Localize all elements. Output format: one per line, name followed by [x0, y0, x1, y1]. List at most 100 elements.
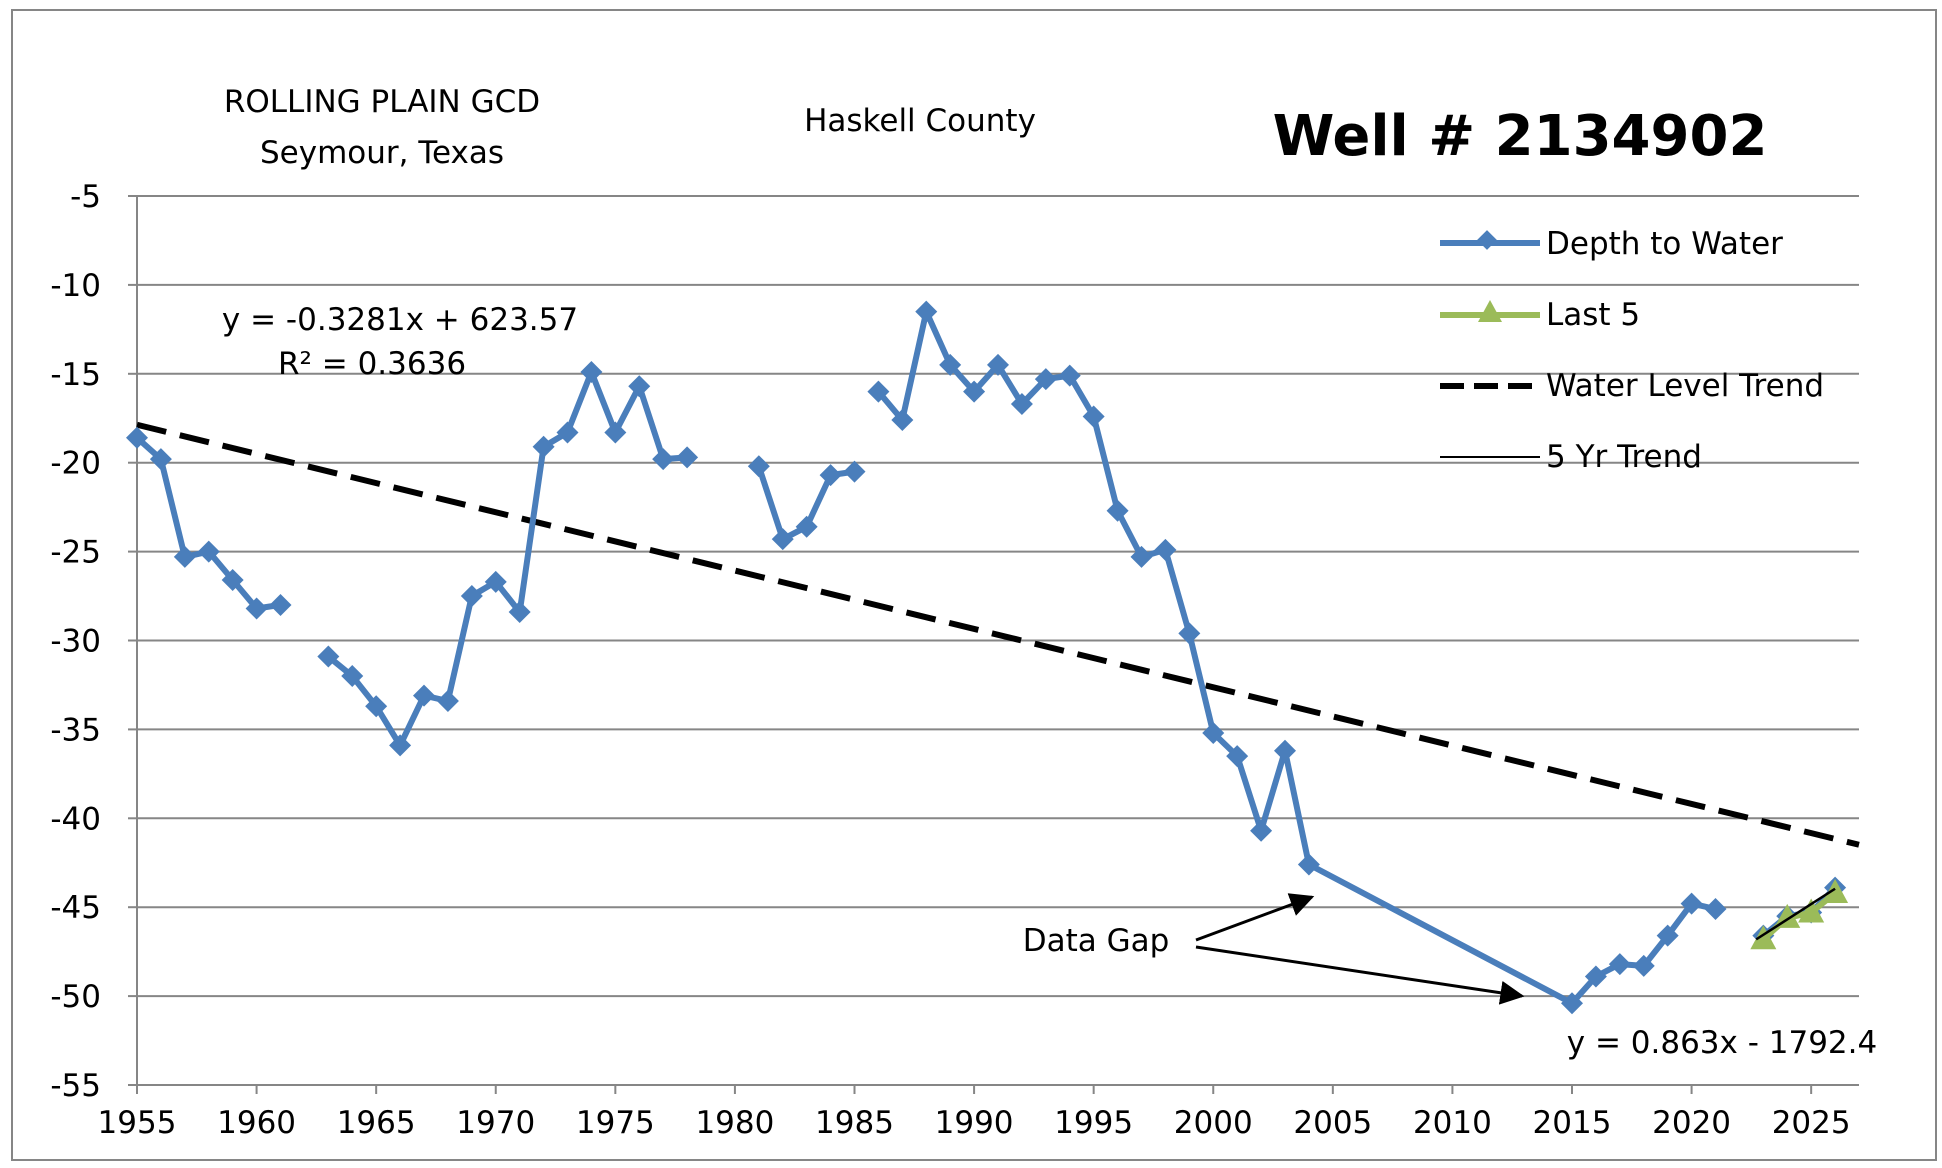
x-tick-label: 1980 [695, 1105, 774, 1141]
depth-point [939, 353, 962, 376]
legend-label-last-5: Last 5 [1546, 297, 1640, 333]
depth-point [1656, 924, 1679, 947]
legend-marker-triangle [1478, 300, 1502, 322]
depth-point [628, 375, 651, 398]
data-gap-arrow-start [1195, 893, 1315, 942]
x-tick-label: 2005 [1293, 1105, 1372, 1141]
depth-point [1274, 739, 1296, 762]
data-gap-arrow-end [1195, 945, 1525, 1005]
depth-point [963, 380, 986, 403]
depth-point [1130, 545, 1153, 568]
y-tick-label: -30 [50, 624, 101, 660]
legend-item-5-yr-trend: 5 Yr Trend [1440, 439, 1702, 475]
depth-point [1297, 853, 1320, 876]
x-tick-label: 2025 [1772, 1105, 1851, 1141]
depth-point [1226, 745, 1249, 768]
depth-point [1250, 819, 1273, 842]
legend-label-water-level-trend: Water Level Trend [1546, 368, 1824, 404]
depth-point [676, 446, 699, 469]
depth-point [1058, 364, 1081, 387]
depth-point [317, 645, 340, 668]
legend-item-water-level-trend: Water Level Trend [1440, 368, 1824, 404]
org-name: ROLLING PLAIN GCD [224, 84, 540, 120]
depth-point [221, 569, 244, 592]
depth-point [1010, 393, 1033, 416]
depth-point [1082, 405, 1105, 428]
axes [136, 196, 1859, 1094]
chart-border [11, 9, 1937, 1161]
x-tick-label: 1985 [815, 1105, 894, 1141]
x-tick-label: 1990 [935, 1105, 1014, 1141]
y-tick-labels: -5 -10 -15 -20 -25 -30 -35 -40 -45 -50 -55 [50, 179, 101, 1104]
depth-point [843, 460, 866, 483]
x-tick-label: 2000 [1174, 1105, 1253, 1141]
depth-point [771, 528, 794, 551]
y-tick-label: -5 [70, 179, 101, 215]
trend-equation: y = -0.3281x + 623.57 [222, 302, 578, 338]
x-tick-label: 1970 [456, 1105, 535, 1141]
legend-label-5-yr-trend: 5 Yr Trend [1546, 439, 1702, 475]
depth-point [532, 435, 555, 458]
x-tick-labels: 1955 1960 1965 1970 1975 1980 1985 1990 1995 2000… [98, 1105, 1851, 1141]
y-tick-label: -55 [50, 1068, 101, 1104]
x-tick-label: 2015 [1533, 1105, 1612, 1141]
last5-point [1822, 878, 1849, 903]
trend-r2: R² = 0.3636 [278, 346, 466, 382]
trend-lines [136, 421, 1860, 848]
depth-point [819, 464, 842, 487]
y-tick-label: -50 [50, 979, 101, 1015]
legend-item-last-5: Last 5 [1440, 297, 1640, 333]
x-tick-label: 1960 [217, 1105, 296, 1141]
last5-point [1750, 925, 1777, 950]
depth-point [341, 665, 364, 688]
depth-point [987, 353, 1009, 376]
y-tick-label: -40 [50, 801, 101, 837]
data-gap-label: Data Gap [1023, 923, 1170, 959]
depth-point [1178, 622, 1201, 645]
depth-point [1154, 538, 1177, 561]
last5-point [1798, 898, 1825, 923]
depth-point [1632, 954, 1655, 977]
y-tick-label: -25 [50, 535, 101, 571]
depth-point [1561, 992, 1583, 1015]
depth-point [149, 448, 172, 471]
depth-point [604, 421, 627, 444]
depth-point [484, 570, 507, 593]
y-tick-label: -20 [50, 446, 101, 482]
depth-point [436, 689, 459, 712]
depth-point [269, 593, 292, 616]
depth-point [556, 421, 579, 444]
depth-point [1608, 953, 1631, 976]
last5-series [1750, 878, 1849, 950]
y-tick-label: -15 [50, 357, 101, 393]
county-label: Haskell County [804, 103, 1036, 139]
depth-point [1584, 965, 1607, 988]
water-level-trend-line [136, 421, 1860, 848]
depth-point [1106, 499, 1129, 522]
depth-point [795, 515, 818, 538]
depth-point [508, 601, 531, 624]
depth-point [126, 426, 148, 449]
well-title: Well # 2134902 [1273, 104, 1768, 169]
depth-point [173, 545, 196, 568]
y-tick-label: -35 [50, 712, 101, 748]
org-location: Seymour, Texas [260, 135, 504, 171]
y-tick-label: -10 [50, 268, 101, 304]
legend-label-depth-to-water: Depth to Water [1546, 226, 1783, 262]
y-tick-label: -45 [50, 890, 101, 926]
x-tick-label: 1955 [98, 1105, 177, 1141]
x-tick-label: 1975 [576, 1105, 655, 1141]
x-tick-label: 1995 [1054, 1105, 1133, 1141]
depth-point [580, 361, 603, 384]
depth-series [126, 300, 1847, 1015]
depth-point [413, 684, 435, 707]
depth-point [460, 585, 483, 608]
last5-point [1774, 903, 1801, 928]
x-tick-label: 2020 [1652, 1105, 1731, 1141]
depth-point [245, 597, 268, 620]
five-yr-trend-line [1755, 887, 1836, 941]
x-tick-label: 1965 [337, 1105, 416, 1141]
legend-marker-diamond [1477, 230, 1497, 250]
legend-item-depth-to-water: Depth to Water [1440, 226, 1783, 262]
